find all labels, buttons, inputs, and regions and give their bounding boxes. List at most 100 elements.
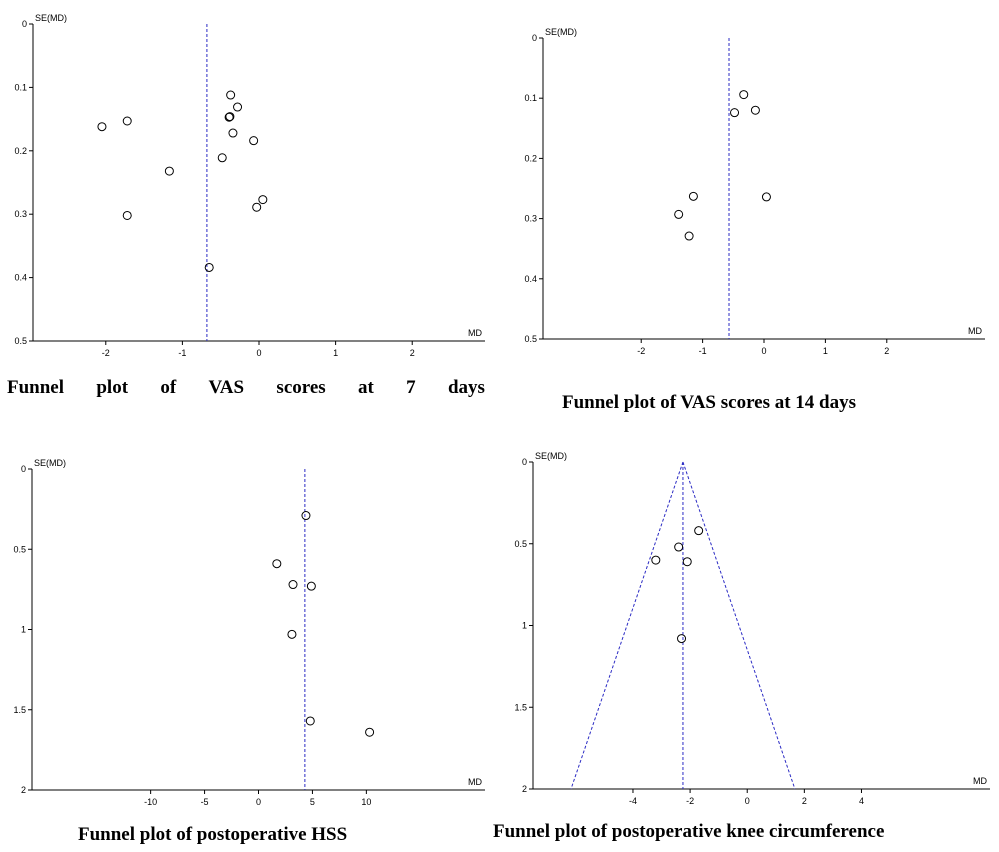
x-tick-label: 4 — [859, 796, 864, 806]
y-tick-label: 0.5 — [524, 334, 537, 344]
funnel-plot-knee-circumference: 0 0.5 1 1.5 2 -4 -2 0 2 4 SE(MD) MD — [514, 451, 990, 806]
y-tick-label: 2 — [21, 785, 26, 795]
caption-word-6: 7 — [406, 377, 416, 398]
y-axis-title: SE(MD) — [535, 451, 567, 461]
study-point — [217, 153, 227, 163]
study-point — [750, 105, 760, 115]
caption-knee-circumference: Funnel plot of postoperative knee circum… — [493, 821, 885, 842]
x-tick-label: 0 — [745, 796, 750, 806]
y-axis-title: SE(MD) — [34, 458, 66, 468]
x-tick-label: 1 — [823, 346, 828, 356]
y-tick-label: 0.3 — [524, 214, 537, 224]
funnel-plot-hss: 0 0.5 1 1.5 2 -10 -5 0 5 10 SE(MD) MD — [13, 458, 485, 807]
study-point — [226, 90, 236, 100]
x-axis-title: MD — [973, 776, 987, 786]
y-tick-label: 0.1 — [524, 93, 537, 103]
study-point — [739, 90, 749, 100]
study-point — [674, 542, 684, 552]
y-tick-label: 0.5 — [13, 544, 26, 554]
y-tick-label: 1.5 — [514, 702, 527, 712]
caption-word-5: at — [358, 377, 374, 398]
x-tick-label: 2 — [884, 346, 889, 356]
funnel-plot-vas-14-days: 0 0.1 0.2 0.3 0.4 0.5 -2 -1 0 1 2 SE(MD) MD — [524, 27, 985, 356]
x-tick-label: -5 — [201, 797, 209, 807]
y-tick-label: 2 — [522, 784, 527, 794]
study-point — [682, 557, 692, 567]
y-tick-label: 0.5 — [14, 336, 27, 346]
study-point — [122, 210, 132, 220]
study-point — [233, 102, 243, 112]
study-point — [306, 581, 316, 591]
x-tick-label: 0 — [761, 346, 766, 356]
study-point — [122, 116, 132, 126]
x-tick-label: 2 — [410, 348, 415, 358]
y-tick-label: 0.1 — [14, 82, 27, 92]
study-point — [249, 136, 259, 146]
funnel-limit-left — [570, 461, 684, 790]
funnel-limit-right — [682, 461, 796, 790]
y-axis-title: SE(MD) — [35, 13, 67, 23]
x-tick-label: -2 — [686, 796, 694, 806]
caption-word-4: scores — [276, 377, 326, 398]
x-axis-title: MD — [468, 328, 482, 338]
x-tick-label: 0 — [256, 348, 261, 358]
study-point — [225, 112, 235, 122]
study-point — [674, 209, 684, 219]
caption-word-1: plot — [96, 377, 129, 398]
funnel-plot-vas-7-days: 0 0.1 0.2 0.3 0.4 0.5 -2 -1 0 1 2 SE(MD) MD — [14, 13, 485, 358]
x-axis-title: MD — [968, 326, 982, 336]
x-tick-label: -1 — [178, 348, 186, 358]
study-point — [677, 634, 687, 644]
study-point — [164, 166, 174, 176]
caption-hss: Funnel plot of postoperative HSS — [78, 824, 348, 845]
caption-vas-7-days: Funnel plot of VAS scores at 7 days — [7, 377, 485, 399]
study-point — [688, 191, 698, 201]
x-tick-label: 0 — [256, 797, 261, 807]
x-tick-label: -1 — [699, 346, 707, 356]
y-tick-label: 0 — [532, 33, 537, 43]
y-axis-title: SE(MD) — [545, 27, 577, 37]
x-tick-label: -10 — [144, 797, 157, 807]
y-tick-label: 1.5 — [13, 705, 26, 715]
y-tick-label: 0.4 — [524, 274, 537, 284]
y-tick-label: 0 — [22, 19, 27, 29]
x-tick-label: 1 — [333, 348, 338, 358]
x-tick-label: 10 — [361, 797, 371, 807]
x-axis-title: MD — [468, 777, 482, 787]
study-point — [258, 195, 268, 205]
y-tick-label: 0.4 — [14, 273, 27, 283]
study-point — [252, 202, 262, 212]
study-point — [365, 727, 375, 737]
x-tick-label: -2 — [637, 346, 645, 356]
study-point — [224, 112, 234, 122]
x-tick-label: 2 — [802, 796, 807, 806]
study-point — [305, 716, 315, 726]
caption-word-2: of — [160, 377, 177, 398]
caption-vas-14-days: Funnel plot of VAS scores at 14 days — [562, 392, 857, 413]
study-point — [288, 580, 298, 590]
x-tick-label: -2 — [102, 348, 110, 358]
x-tick-label: 5 — [310, 797, 315, 807]
study-point — [228, 128, 238, 138]
study-point — [730, 108, 740, 118]
y-tick-label: 1 — [21, 625, 26, 635]
y-tick-label: 0.2 — [14, 146, 27, 156]
y-tick-label: 0.2 — [524, 153, 537, 163]
study-point — [97, 122, 107, 132]
study-point — [684, 231, 694, 241]
study-point — [204, 262, 214, 272]
study-point — [301, 511, 311, 521]
caption-word-7: days — [447, 377, 485, 398]
y-tick-label: 0 — [522, 457, 527, 467]
y-tick-label: 1 — [522, 621, 527, 631]
caption-word-3: VAS — [208, 377, 245, 398]
study-point — [287, 629, 297, 639]
y-tick-label: 0 — [21, 464, 26, 474]
y-tick-label: 0.5 — [514, 539, 527, 549]
x-tick-label: -4 — [629, 796, 637, 806]
study-point — [694, 526, 704, 536]
y-tick-label: 0.3 — [14, 209, 27, 219]
study-point — [651, 555, 661, 565]
study-point — [761, 192, 771, 202]
